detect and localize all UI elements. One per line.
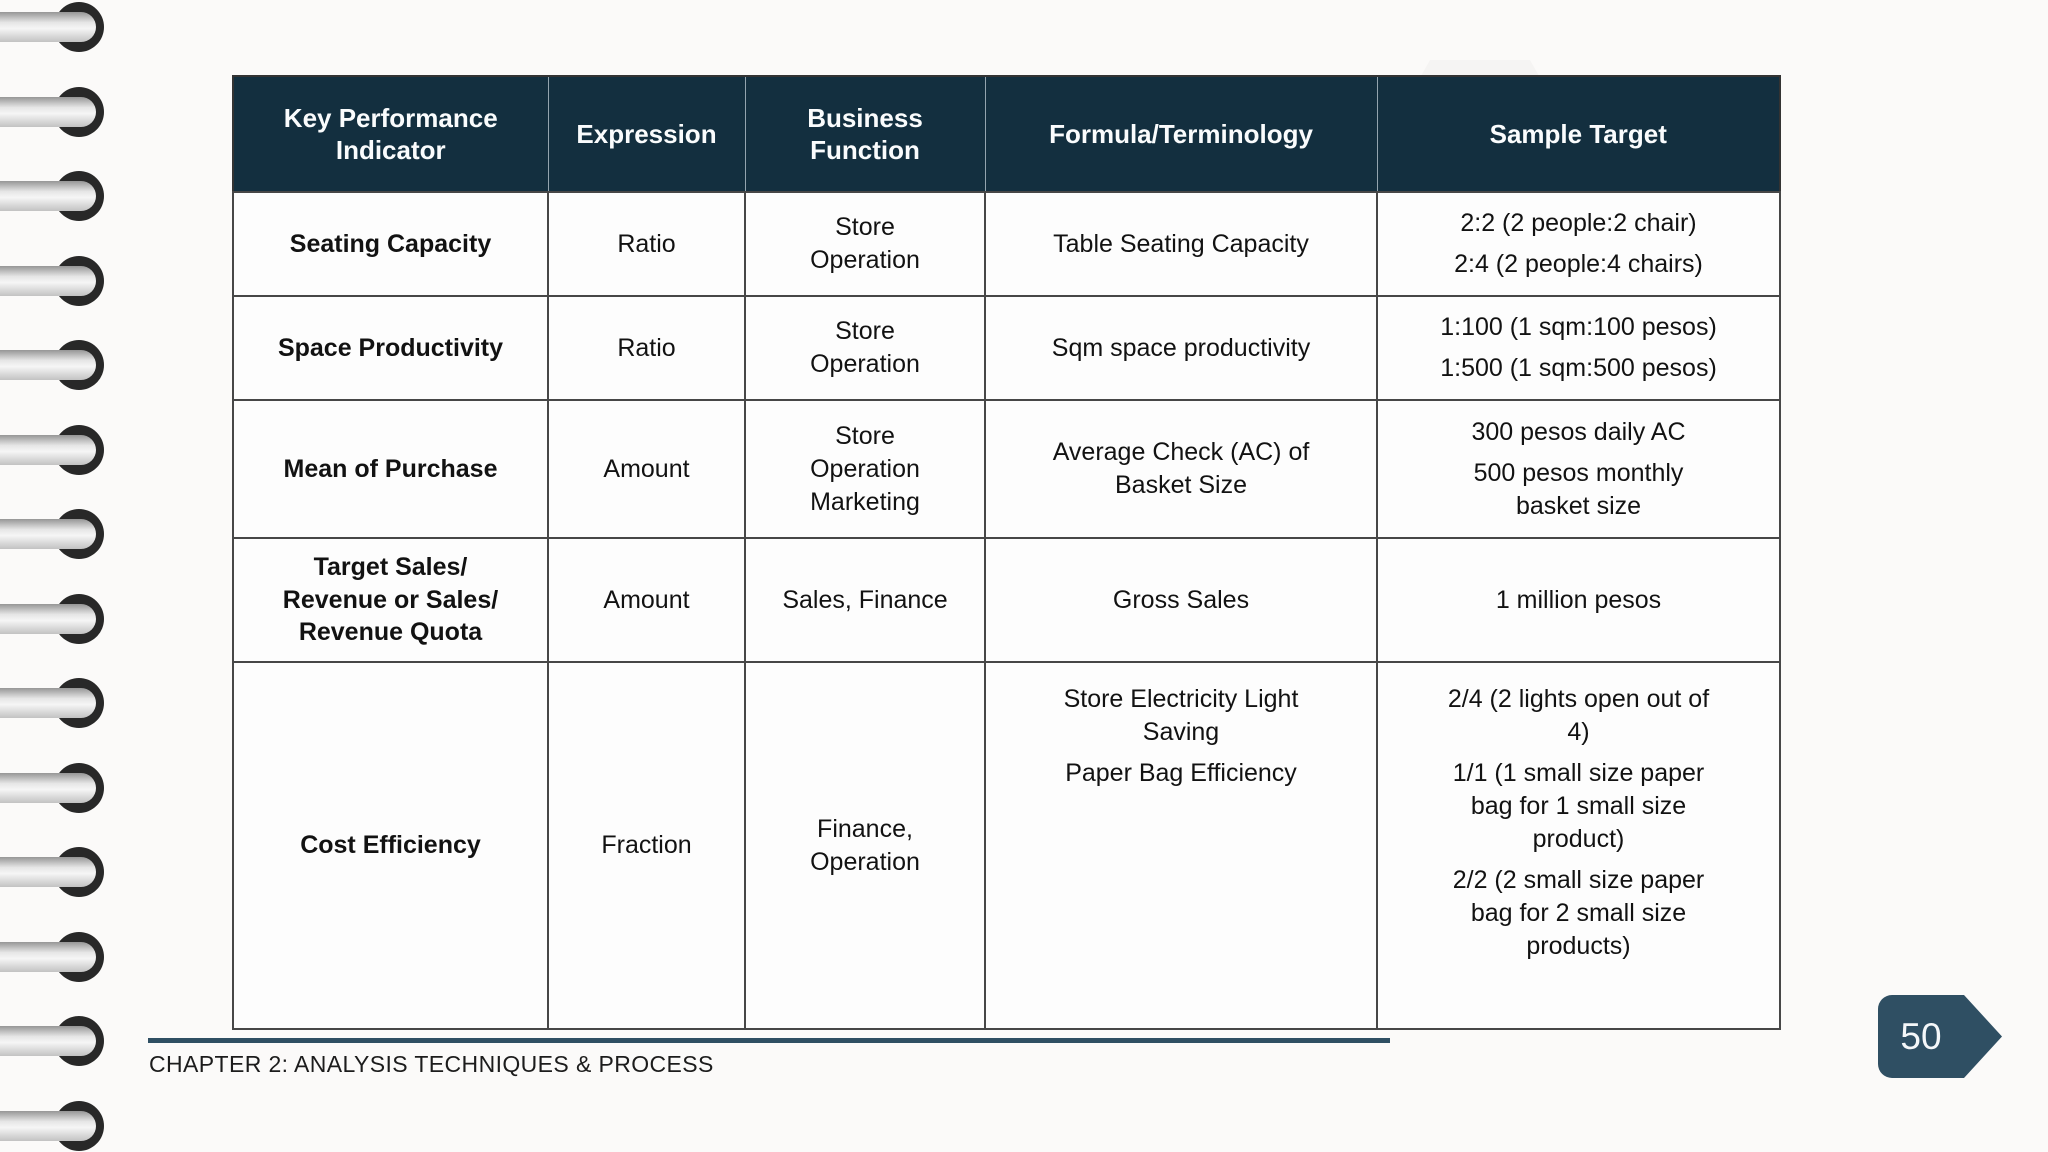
- cell-paragraph: Gross Sales: [1112, 585, 1250, 614]
- business-function-cell: Sales, Finance: [744, 537, 986, 663]
- col-header-business-function: Business Function: [744, 75, 986, 193]
- ring-bar: [0, 434, 96, 465]
- cell-paragraph: Sales, Finance: [782, 585, 948, 614]
- table-row: Space Productivity Ratio Store Operation…: [232, 295, 1781, 401]
- formula-cell: Gross Sales: [984, 537, 1378, 663]
- expression-cell: Fraction: [547, 661, 746, 1030]
- binding-ring: [0, 86, 112, 137]
- binding-ring: [0, 678, 112, 728]
- formula-cell: Sqm space productivity: [984, 295, 1378, 401]
- cell-paragraph: Table Seating Capacity: [1053, 229, 1309, 258]
- binding-ring: [0, 847, 112, 897]
- expression-cell: Amount: [547, 399, 746, 539]
- binding-ring: [0, 762, 112, 813]
- ring-bar: [0, 96, 96, 127]
- cell-paragraph: 2/4 (2 lights open out of 4): [1447, 685, 1710, 746]
- cell-paragraph: Paper Bag Efficiency: [1065, 759, 1297, 787]
- business-function-cell: Store Operation Marketing: [744, 399, 986, 539]
- formula-cell: Average Check (AC) of Basket Size: [984, 399, 1378, 539]
- page-number-badge: 50: [1878, 995, 2002, 1078]
- binding-ring: [0, 171, 112, 221]
- cell-paragraph: 300 pesos daily AC: [1471, 417, 1686, 446]
- kpi-cell: Target Sales/ Revenue or Sales/ Revenue …: [232, 537, 549, 663]
- expression-cell: Ratio: [547, 295, 746, 401]
- kpi-cell: Space Productivity: [232, 295, 549, 401]
- sample-target-cell: 2:2 (2 people:2 chair) 2:4 (2 people:4 ch…: [1376, 191, 1781, 297]
- binding-ring: [0, 424, 112, 475]
- col-header-expression: Expression: [547, 75, 746, 193]
- ring-bar: [0, 941, 96, 972]
- binding-ring: [0, 1100, 112, 1151]
- cell-paragraph: 2:4 (2 people:4 chairs): [1454, 250, 1703, 278]
- spiral-binding: [0, 0, 120, 1152]
- table-row: Cost Efficiency Fraction Finance, Operat…: [232, 661, 1781, 1030]
- table-row: Target Sales/ Revenue or Sales/ Revenue …: [232, 537, 1781, 663]
- cell-paragraph: Store Operation Marketing: [810, 421, 920, 516]
- ring-bar: [0, 1110, 96, 1141]
- cell-paragraph: Store Operation: [810, 213, 920, 274]
- cell-paragraph: 1:100 (1 sqm:100 pesos): [1440, 313, 1717, 341]
- cell-paragraph: Average Check (AC) of Basket Size: [1052, 438, 1310, 499]
- kpi-cell: Cost Efficiency: [232, 661, 549, 1030]
- cell-paragraph: 1:500 (1 sqm:500 pesos): [1440, 354, 1717, 382]
- business-function-cell: Finance, Operation: [744, 661, 986, 1030]
- formula-cell: Table Seating Capacity: [984, 191, 1378, 297]
- cell-paragraph: Sqm space productivity: [1051, 333, 1311, 362]
- table-row: Mean of Purchase Amount Store Operation …: [232, 399, 1781, 539]
- expression-cell: Ratio: [547, 191, 746, 297]
- ring-bar: [0, 181, 96, 211]
- badge-arrow-icon: [1964, 995, 2002, 1078]
- ring-bar: [0, 1026, 96, 1056]
- page-number: 50: [1900, 1015, 1942, 1057]
- footer-divider: [148, 1038, 1390, 1043]
- binding-ring: [0, 1016, 112, 1066]
- col-header-sample-target: Sample Target: [1376, 75, 1781, 193]
- ring-bar: [0, 772, 96, 803]
- ring-bar: [0, 603, 96, 634]
- cell-paragraph: Finance, Operation: [810, 814, 920, 876]
- sample-target-cell: 2/4 (2 lights open out of 4) 1/1 (1 small…: [1376, 661, 1781, 1030]
- cell-paragraph: 500 pesos monthly basket size: [1473, 458, 1684, 520]
- binding-ring: [0, 255, 112, 306]
- ring-bar: [0, 265, 96, 296]
- cell-paragraph: Store Electricity Light Saving: [1063, 685, 1299, 746]
- cell-paragraph: 2:2 (2 people:2 chair): [1460, 209, 1697, 237]
- cell-paragraph: Store Operation: [810, 317, 920, 378]
- binding-ring: [0, 2, 112, 52]
- formula-cell: Store Electricity Light Saving Paper Bag …: [984, 661, 1378, 1030]
- table-row: Seating Capacity Ratio Store Operation T…: [232, 191, 1781, 297]
- binding-ring: [0, 931, 112, 982]
- col-header-formula-terminology: Formula/Terminology: [984, 75, 1378, 193]
- business-function-cell: Store Operation: [744, 191, 986, 297]
- cell-paragraph: 1 million pesos: [1495, 585, 1662, 614]
- kpi-table-header: Key Performance Indicator Expression Bus…: [232, 75, 1781, 193]
- sample-target-cell: 1:100 (1 sqm:100 pesos) 1:500 (1 sqm:500 …: [1376, 295, 1781, 401]
- sample-target-cell: 300 pesos daily AC 500 pesos monthly bask…: [1376, 399, 1781, 539]
- sample-target-cell: 1 million pesos: [1376, 537, 1781, 663]
- expression-cell: Amount: [547, 537, 746, 663]
- cell-paragraph: 2/2 (2 small size paper bag for 2 small …: [1452, 866, 1705, 960]
- ring-bar: [0, 688, 96, 718]
- kpi-cell: Seating Capacity: [232, 191, 549, 297]
- cell-paragraph: 1/1 (1 small size paper bag for 1 small …: [1452, 759, 1705, 853]
- header-row: Key Performance Indicator Expression Bus…: [232, 75, 1781, 193]
- business-function-cell: Store Operation: [744, 295, 986, 401]
- kpi-cell: Mean of Purchase: [232, 399, 549, 539]
- ring-bar: [0, 12, 96, 42]
- ring-bar: [0, 519, 96, 549]
- page-number-badge-body: 50: [1878, 995, 1964, 1078]
- col-header-kpi: Key Performance Indicator: [232, 75, 549, 193]
- footer-chapter-label: CHAPTER 2: ANALYSIS TECHNIQUES & PROCESS: [149, 1051, 714, 1077]
- ring-bar: [0, 857, 96, 887]
- binding-ring: [0, 593, 112, 644]
- kpi-table: Key Performance Indicator Expression Bus…: [232, 75, 1781, 1030]
- ring-bar: [0, 350, 96, 380]
- binding-ring: [0, 509, 112, 559]
- kpi-table-body: Seating Capacity Ratio Store Operation T…: [232, 191, 1781, 1030]
- binding-ring: [0, 340, 112, 390]
